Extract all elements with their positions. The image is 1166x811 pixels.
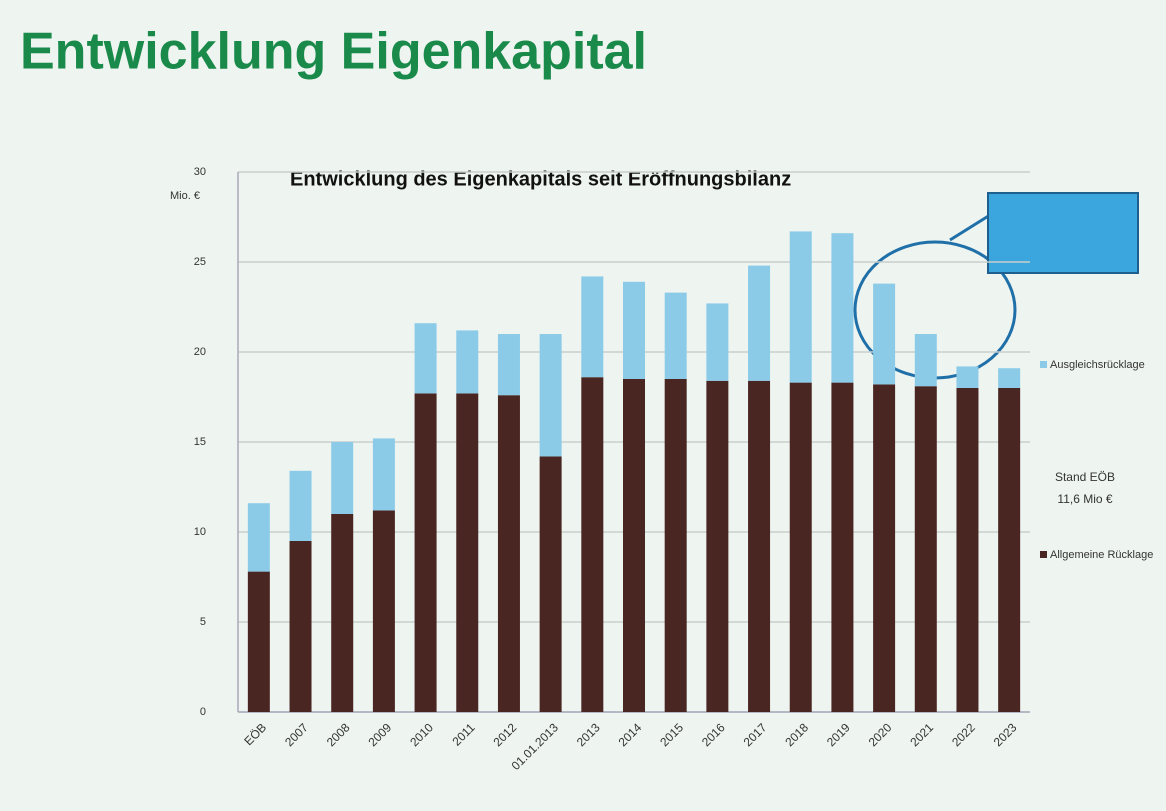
bar-segment bbox=[331, 514, 353, 712]
annotation: Stand EÖB bbox=[1055, 470, 1115, 484]
bar-segment bbox=[873, 384, 895, 712]
bar-segment bbox=[290, 471, 312, 541]
bar-segment bbox=[706, 303, 728, 380]
bar-segment bbox=[290, 541, 312, 712]
bar-segment bbox=[331, 442, 353, 514]
bar-segment bbox=[498, 334, 520, 395]
bar-segment bbox=[706, 381, 728, 712]
bar-segment bbox=[956, 366, 978, 388]
bar-segment bbox=[415, 323, 437, 393]
bar-segment bbox=[915, 386, 937, 712]
bar-segment bbox=[373, 510, 395, 712]
bar-segment bbox=[581, 276, 603, 377]
callout-box bbox=[988, 193, 1138, 273]
bar-segment bbox=[748, 266, 770, 381]
y-tick-label: 10 bbox=[194, 526, 206, 538]
bar-segment bbox=[248, 572, 270, 712]
y-tick-label: 15 bbox=[194, 436, 206, 448]
bar-segment bbox=[623, 379, 645, 712]
bar-segment bbox=[415, 393, 437, 712]
bar-segment bbox=[456, 393, 478, 712]
bar-segment bbox=[540, 334, 562, 456]
slide-title: Entwicklung Eigenkapital bbox=[20, 23, 647, 81]
bar-segment bbox=[956, 388, 978, 712]
bar-segment bbox=[831, 233, 853, 382]
legend-swatch bbox=[1040, 551, 1047, 558]
bar-segment bbox=[998, 388, 1020, 712]
bar-segment bbox=[540, 456, 562, 712]
bar-segment bbox=[581, 377, 603, 712]
bar-segment bbox=[498, 395, 520, 712]
bar-segment bbox=[998, 368, 1020, 388]
bar-segment bbox=[665, 293, 687, 379]
annotation: 11,6 Mio € bbox=[1057, 492, 1112, 506]
y-tick-label: 0 bbox=[200, 706, 206, 718]
y-axis-label: Mio. € bbox=[170, 190, 200, 202]
bar-segment bbox=[831, 383, 853, 712]
bar-segment bbox=[790, 231, 812, 382]
bar-segment bbox=[915, 334, 937, 386]
y-tick-label: 5 bbox=[200, 616, 206, 628]
bar-segment bbox=[873, 284, 895, 385]
bar-segment bbox=[748, 381, 770, 712]
bar-segment bbox=[665, 379, 687, 712]
bar-segment bbox=[456, 330, 478, 393]
legend-label: Allgemeine Rücklage bbox=[1050, 549, 1153, 561]
legend-swatch bbox=[1040, 361, 1047, 368]
y-tick-label: 20 bbox=[194, 346, 206, 358]
bar-segment bbox=[248, 503, 270, 571]
bar-segment bbox=[373, 438, 395, 510]
bar-segment bbox=[623, 282, 645, 379]
page: Entwicklung Eigenkapital Entwicklung des… bbox=[0, 0, 1166, 811]
slide: Entwicklung Eigenkapital Entwicklung des… bbox=[0, 0, 1166, 811]
legend-label: Ausgleichsrücklage bbox=[1050, 359, 1145, 371]
y-tick-label: 30 bbox=[194, 166, 206, 178]
y-tick-label: 25 bbox=[194, 256, 206, 268]
bar-segment bbox=[790, 383, 812, 712]
